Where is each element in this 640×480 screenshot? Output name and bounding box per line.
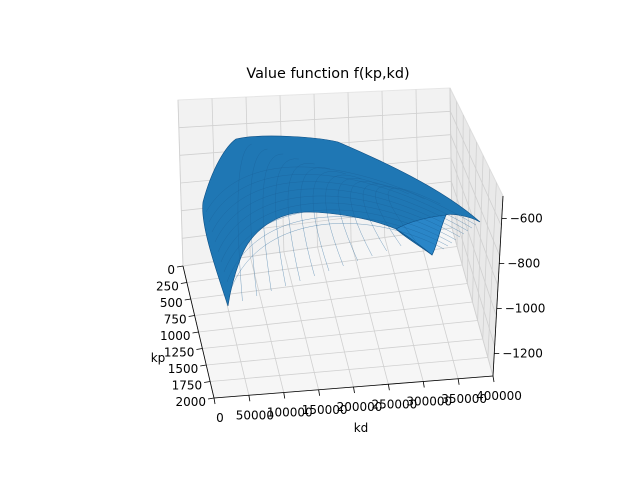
kd-tick-label: 200000: [337, 400, 383, 414]
back-grid-line: [178, 110, 451, 129]
kp-tick-label: 1750: [172, 379, 203, 393]
x-axis-label: kd: [354, 421, 369, 435]
kd-tick-mark: [457, 378, 460, 385]
kp-tick-mark: [200, 364, 207, 367]
z-axis-line: [492, 195, 504, 377]
floor-grid-line: [417, 232, 459, 379]
kd-tick-mark: [213, 397, 216, 405]
kd-tick-mark: [387, 384, 390, 391]
kp-tick-mark: [192, 331, 199, 334]
kd-tick-mark: [318, 389, 321, 396]
kd-tick-label: 100000: [267, 406, 313, 420]
kd-tick-label: 300000: [406, 395, 452, 409]
z-tick-label: −1000: [505, 302, 546, 316]
z-tick-label: −800: [507, 257, 540, 271]
y-axis-label: kp: [151, 351, 166, 365]
kd-tick-label: 50000: [236, 408, 274, 422]
side-grid-line: [487, 182, 497, 358]
kp-tick-label: 1000: [160, 329, 191, 343]
kd-tick-label: 0: [216, 411, 224, 425]
kd-tick-mark: [353, 386, 355, 394]
kp-tick-label: 250: [156, 280, 179, 294]
chart-title: Value function f(kp,kd): [246, 66, 409, 82]
kp-tick-mark: [184, 298, 191, 301]
floor-grid-line: [202, 320, 478, 349]
kd-axis: 0 500001000001500002000002500003000003500…: [213, 375, 522, 425]
kp-tick-mark: [180, 282, 187, 284]
kd-tick-label: 400000: [476, 389, 522, 403]
kp-tick-label: 500: [160, 296, 183, 310]
kp-tick-mark: [176, 265, 184, 268]
z-tick-label: −600: [510, 212, 543, 226]
kp-tick-label: 0: [167, 263, 175, 277]
side-grid-line: [456, 101, 458, 247]
floor-grid-line: [198, 301, 473, 333]
kd-tick-mark: [422, 381, 425, 388]
kd-tick-label: 350000: [441, 392, 487, 406]
floor-grid-line: [210, 357, 488, 382]
floor-grid-line: [350, 242, 389, 385]
kp-tick-label: 1500: [168, 362, 199, 376]
kp-tick-mark: [196, 348, 203, 350]
z-axis: −600 −800 −1000 −1200: [492, 195, 546, 377]
surface-underside: [395, 214, 447, 256]
kp-tick-mark: [207, 397, 215, 400]
kp-axis: 0 250 500 750 1000 1250 1500 1750 2000: [156, 263, 215, 409]
side-grid-line: [472, 141, 477, 303]
kp-tick-mark: [204, 381, 211, 383]
side-grid-line: [477, 155, 484, 321]
surface-mesh-line: [226, 216, 449, 283]
surface-mesh-line: [229, 223, 445, 293]
kd-tick-mark: [248, 395, 251, 402]
kp-tick-label: 2000: [175, 395, 206, 409]
side-grid-line: [482, 168, 491, 340]
kd-tick-mark: [492, 375, 495, 383]
kp-tick-label: 750: [164, 313, 187, 327]
kd-tick-mark: [283, 392, 286, 399]
z-tick-label: −1200: [502, 347, 543, 361]
kd-tick-label: 250000: [371, 397, 417, 411]
kp-tick-label: 1250: [164, 346, 195, 360]
kp-tick-mark: [188, 315, 195, 317]
side-grid-line: [461, 114, 464, 266]
surface: [202, 135, 481, 307]
floor-grid-line: [384, 237, 424, 382]
side-grid-line: [466, 128, 471, 284]
floor-grid-line: [206, 338, 483, 366]
kd-tick-label: 150000: [302, 403, 348, 417]
